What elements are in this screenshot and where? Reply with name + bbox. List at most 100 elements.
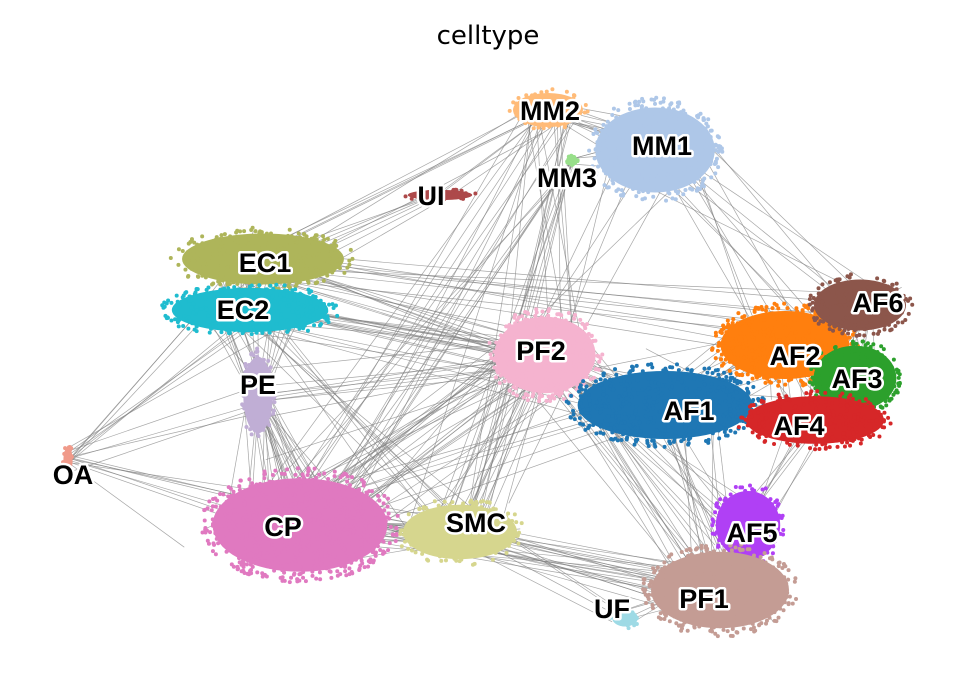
cell-point <box>233 316 238 321</box>
cell-point <box>798 406 803 411</box>
cell-point <box>439 558 444 563</box>
cell-point <box>887 398 892 403</box>
cell-point <box>268 283 273 288</box>
cell-point <box>838 403 843 408</box>
cell-point <box>258 259 263 264</box>
cell-point <box>259 405 264 410</box>
cell-point <box>606 414 611 419</box>
cell-point <box>634 404 639 409</box>
cell-point <box>485 522 490 527</box>
cell-point <box>722 370 727 375</box>
cell-point <box>239 569 244 574</box>
cell-point <box>727 416 732 421</box>
cell-point <box>713 356 718 361</box>
cell-point <box>656 394 661 399</box>
cell-point <box>695 605 700 610</box>
cell-point <box>671 415 676 420</box>
cell-point <box>693 617 698 622</box>
cell-point <box>606 398 611 403</box>
cell-point <box>711 550 716 555</box>
cell-point <box>818 376 823 381</box>
cell-point <box>199 307 204 312</box>
cell-point <box>675 138 680 143</box>
cell-point <box>850 339 855 344</box>
cell-point <box>287 510 292 515</box>
cell-point <box>330 270 335 275</box>
cell-point <box>243 364 248 369</box>
cell-point <box>670 196 675 201</box>
cell-point <box>256 277 261 282</box>
cell-point <box>644 396 649 401</box>
cell-point <box>67 448 72 453</box>
cell-point <box>721 422 726 427</box>
cell-point <box>658 409 663 414</box>
cell-point <box>407 520 412 525</box>
cell-point <box>443 528 448 533</box>
cell-point <box>727 566 732 571</box>
cell-point <box>859 437 864 442</box>
cell-point <box>539 378 544 383</box>
cluster-OA <box>61 444 74 476</box>
cell-point <box>522 324 527 329</box>
cell-point <box>516 347 521 352</box>
cell-point <box>510 324 515 329</box>
cell-point <box>862 382 867 387</box>
cell-point <box>676 576 681 581</box>
cell-point <box>861 311 866 316</box>
cell-point <box>614 411 619 416</box>
cell-point <box>442 499 447 504</box>
cell-point <box>882 305 887 310</box>
cell-point <box>746 586 751 591</box>
edge-PE-PF2 <box>256 365 534 395</box>
cell-point <box>291 483 296 488</box>
cell-point <box>558 366 563 371</box>
cell-point <box>833 294 838 299</box>
cell-point <box>581 350 586 355</box>
cell-point <box>724 542 729 547</box>
cell-point <box>301 575 306 580</box>
cell-point <box>758 605 763 610</box>
cell-point <box>237 321 242 326</box>
cell-point <box>856 355 861 360</box>
cell-point <box>526 334 531 339</box>
cell-point <box>595 353 600 358</box>
cell-point <box>358 517 363 522</box>
cell-point <box>827 414 832 419</box>
cell-point <box>538 105 543 110</box>
cell-point <box>782 367 787 372</box>
cell-point <box>728 428 733 433</box>
cell-point <box>772 434 777 439</box>
cell-point <box>660 383 665 388</box>
cell-point <box>653 585 658 590</box>
cell-point <box>741 568 746 573</box>
cell-point <box>838 299 843 304</box>
cell-point <box>234 494 239 499</box>
cell-point <box>585 407 590 412</box>
cell-point <box>614 423 619 428</box>
cell-point <box>742 318 747 323</box>
cell-point <box>750 619 755 624</box>
cell-point <box>270 303 275 308</box>
cell-point <box>308 300 313 305</box>
cluster-AF1 <box>564 362 766 449</box>
cell-point <box>211 268 216 273</box>
cell-point <box>734 583 739 588</box>
cell-point <box>728 492 733 497</box>
cell-point <box>703 144 708 149</box>
cell-point <box>67 444 72 449</box>
cell-point <box>221 534 226 539</box>
cell-point <box>349 569 354 574</box>
cell-point <box>780 591 785 596</box>
cell-point <box>771 315 776 320</box>
cell-point <box>575 379 580 384</box>
cell-point <box>269 390 274 395</box>
cell-point <box>773 499 778 504</box>
cell-point <box>235 281 240 286</box>
cell-point <box>735 618 740 623</box>
cell-point <box>194 308 199 313</box>
cell-point <box>529 339 534 344</box>
cell-point <box>777 337 782 342</box>
cell-point <box>343 497 348 502</box>
cell-point <box>536 109 541 114</box>
cell-point <box>283 243 288 248</box>
